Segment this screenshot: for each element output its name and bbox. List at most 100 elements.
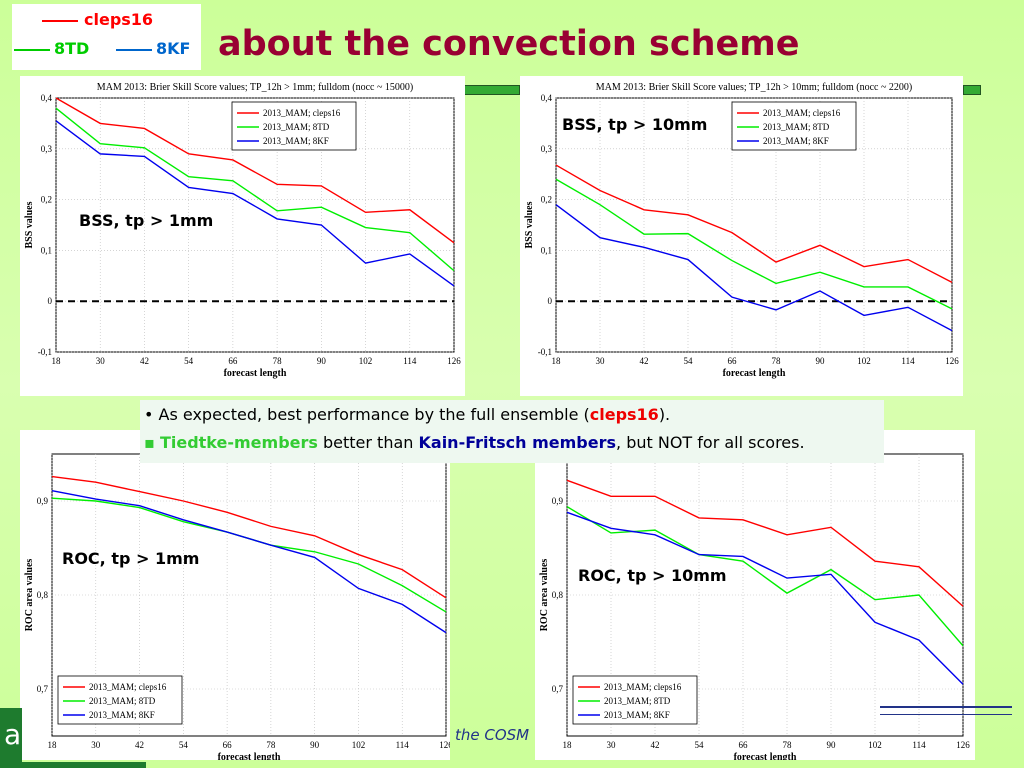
legend-entry: 2013_MAM; 8TD <box>604 696 671 706</box>
bss-1mm-label: BSS, tp > 1mm <box>79 211 214 230</box>
y-tick-label: 0,7 <box>37 684 49 694</box>
x-tick-label: 66 <box>228 356 238 366</box>
bullet-2-end: , but NOT for all scores. <box>616 433 805 452</box>
legend-entry: 2013_MAM; 8TD <box>89 696 156 706</box>
legend-8td-swatch <box>14 48 50 51</box>
chart-panel-roc-1mm: MAM 20130,70,80,918304254667890102114126… <box>20 430 450 760</box>
x-tick-label: 18 <box>552 356 562 366</box>
x-tick-label: 54 <box>184 356 194 366</box>
summary-bullets: • As expected, best performance by the f… <box>140 400 884 463</box>
x-tick-label: 126 <box>956 740 970 750</box>
roc-1mm-label: ROC, tp > 1mm <box>62 549 200 568</box>
series-line-2 <box>555 204 953 332</box>
x-tick-label: 30 <box>607 740 617 750</box>
y-tick-label: 0,4 <box>541 93 553 103</box>
legend-box <box>731 101 857 151</box>
x-tick-label: 102 <box>352 740 366 750</box>
y-tick-label: 0,2 <box>41 195 52 205</box>
y-tick-label: 0,3 <box>41 144 53 154</box>
y-tick-label: 0,1 <box>541 245 552 255</box>
chart-title: MAM 2013: Brier Skill Score values; TP_1… <box>97 82 413 93</box>
legend-entry: 2013_MAM; cleps16 <box>263 108 341 118</box>
title-underline-bar-end <box>963 85 981 95</box>
x-axis-label: forecast length <box>734 752 797 760</box>
legend-cleps16-swatch <box>42 19 78 22</box>
y-tick-label: 0,3 <box>541 144 553 154</box>
x-tick-label: 114 <box>403 356 417 366</box>
x-tick-label: 102 <box>857 356 871 366</box>
legend-box <box>57 675 183 725</box>
x-tick-label: 90 <box>816 356 826 366</box>
footer-rule <box>880 706 1012 715</box>
x-tick-label: 78 <box>783 740 793 750</box>
x-tick-label: 90 <box>827 740 837 750</box>
color-legend: cleps16 8TD 8KF <box>12 4 201 70</box>
x-axis-label: forecast length <box>224 368 287 379</box>
slide-title: about the convection scheme <box>218 24 800 64</box>
y-axis-label: BSS values <box>524 201 535 248</box>
x-tick-label: 114 <box>901 356 915 366</box>
x-tick-label: 54 <box>684 356 694 366</box>
legend-entry: 2013_MAM; cleps16 <box>763 108 841 118</box>
x-tick-label: 30 <box>596 356 606 366</box>
bss-10mm-chart: MAM 2013: Brier Skill Score values; TP_1… <box>524 82 959 379</box>
y-tick-label: -0,1 <box>38 347 52 357</box>
y-axis-label: ROC area values <box>24 559 35 632</box>
footer-green-strip <box>22 762 146 768</box>
legend-cleps16: cleps16 <box>42 10 153 29</box>
x-tick-label: 90 <box>317 356 327 366</box>
x-tick-label: 126 <box>447 356 461 366</box>
legend-8kf-label: 8KF <box>156 39 191 58</box>
bss-10mm-label: BSS, tp > 10mm <box>562 115 708 134</box>
x-tick-label: 42 <box>651 740 660 750</box>
x-tick-label: 30 <box>96 356 106 366</box>
series-line-1 <box>55 107 455 272</box>
y-tick-label: 0 <box>48 296 53 306</box>
x-tick-label: 66 <box>223 740 233 750</box>
chart-panel-roc-10mm: c ~ 2200)0,70,80,91830425466789010211412… <box>535 430 975 760</box>
x-axis-label: forecast length <box>218 752 281 760</box>
bss-1mm-chart: MAM 2013: Brier Skill Score values; TP_1… <box>24 82 461 379</box>
y-tick-label: 0,2 <box>541 195 552 205</box>
series-line-2 <box>51 489 447 634</box>
x-tick-label: 18 <box>48 740 58 750</box>
legend-cleps16-label: cleps16 <box>84 10 154 29</box>
x-tick-label: 66 <box>728 356 738 366</box>
legend-8kf: 8KF <box>116 39 190 58</box>
legend-entry: 2013_MAM; 8TD <box>263 122 330 132</box>
legend-8kf-swatch <box>116 48 152 51</box>
roc-1mm-chart: MAM 20130,70,80,918304254667890102114126… <box>24 438 450 760</box>
legend-entry: 2013_MAM; 8KF <box>263 136 329 146</box>
y-tick-label: 0,7 <box>552 684 564 694</box>
x-tick-label: 78 <box>273 356 283 366</box>
y-axis-label: BSS values <box>24 201 35 248</box>
bullet-2: ▪ Tiedtke-members better than Kain-Frits… <box>144 433 805 452</box>
x-tick-label: 126 <box>439 740 450 750</box>
legend-box <box>231 101 357 151</box>
x-tick-label: 114 <box>912 740 926 750</box>
x-tick-label: 90 <box>310 740 320 750</box>
x-tick-label: 54 <box>179 740 189 750</box>
footer-logo-fragment: a <box>0 708 22 768</box>
x-tick-label: 54 <box>695 740 705 750</box>
legend-8td-label: 8TD <box>54 39 90 58</box>
bullet-2-kainfritsch: Kain-Fritsch members <box>418 433 617 452</box>
y-tick-label: 0,9 <box>552 496 564 506</box>
roc-10mm-label: ROC, tp > 10mm <box>578 566 727 585</box>
x-tick-label: 42 <box>140 356 149 366</box>
x-tick-label: 78 <box>772 356 782 366</box>
legend-entry: 2013_MAM; 8TD <box>763 122 830 132</box>
y-tick-label: 0,9 <box>37 496 49 506</box>
x-tick-label: 42 <box>135 740 144 750</box>
bullet-1-end: ). <box>658 405 671 424</box>
legend-entry: 2013_MAM; cleps16 <box>604 682 682 692</box>
legend-entry: 2013_MAM; 8KF <box>604 710 670 720</box>
roc-10mm-chart: c ~ 2200)0,70,80,91830425466789010211412… <box>539 438 970 760</box>
y-axis-label: ROC area values <box>539 559 550 632</box>
x-tick-label: 18 <box>52 356 62 366</box>
x-tick-label: 42 <box>640 356 649 366</box>
legend-entry: 2013_MAM; 8KF <box>763 136 829 146</box>
chart-panel-bss-10mm: MAM 2013: Brier Skill Score values; TP_1… <box>520 76 963 396</box>
x-tick-label: 78 <box>266 740 276 750</box>
bullet-2-mid: better than <box>317 433 419 452</box>
